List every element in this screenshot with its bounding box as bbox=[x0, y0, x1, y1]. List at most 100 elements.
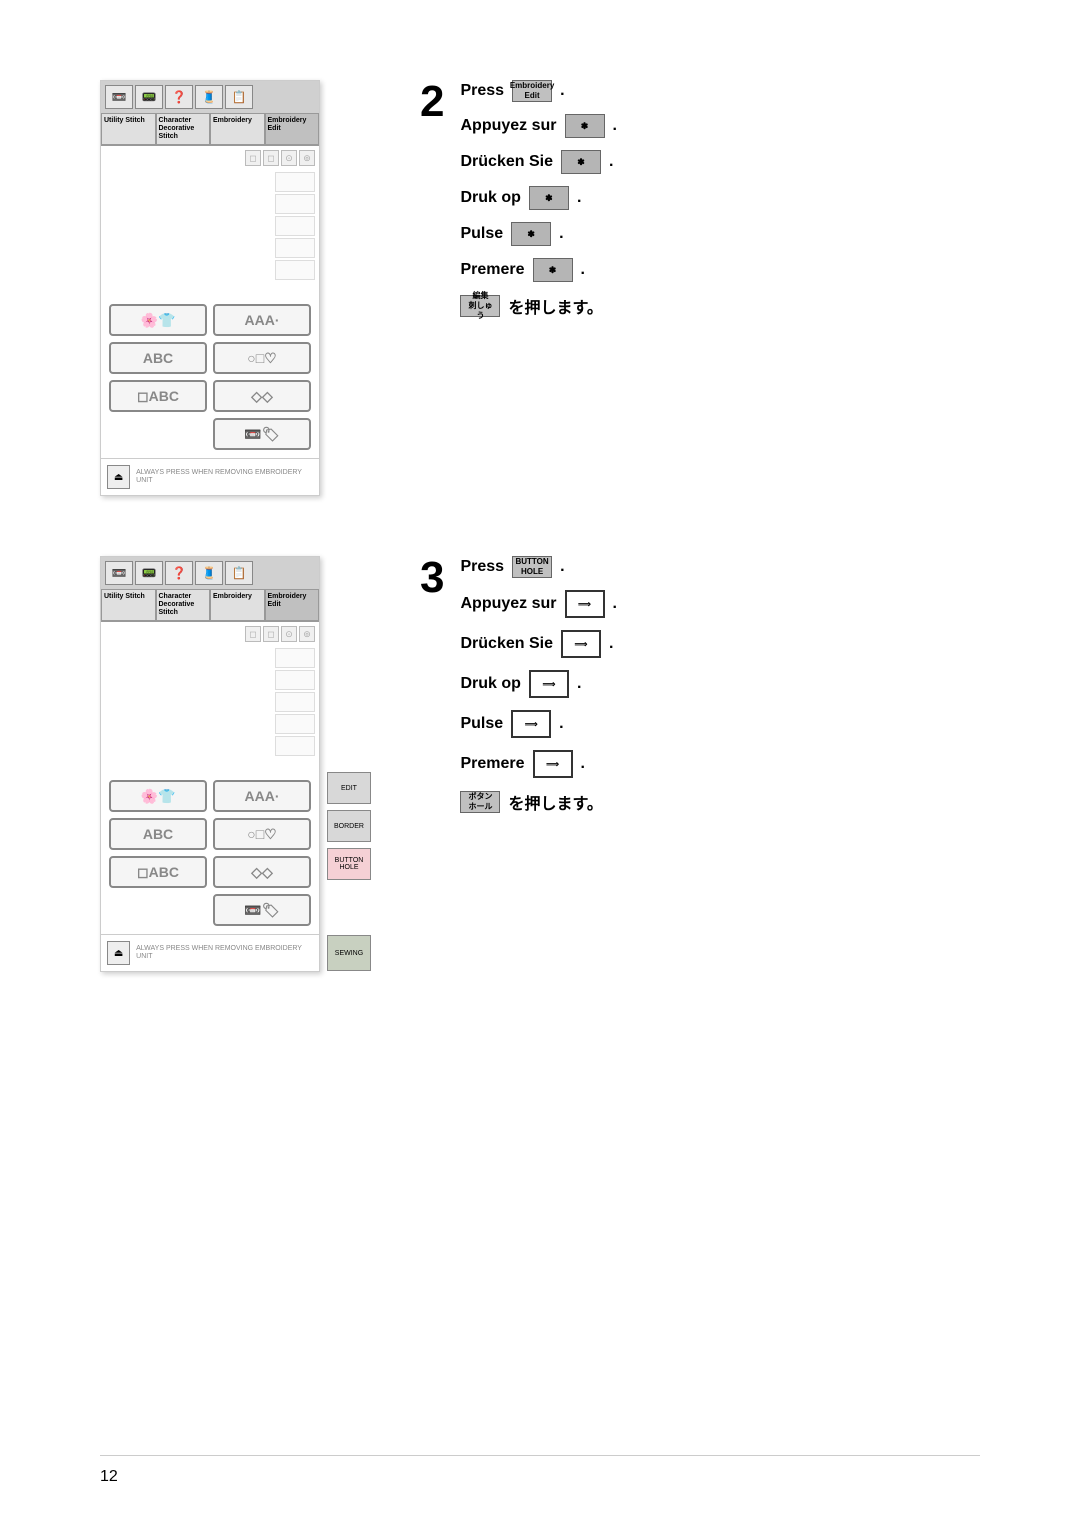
period: . bbox=[560, 82, 564, 100]
side-btn-border[interactable]: BORDER bbox=[327, 810, 371, 842]
instruction-text: Pulse bbox=[460, 715, 503, 733]
grid-btn-diamond[interactable]: ◇◇ bbox=[213, 856, 311, 888]
grid-btn-diamond[interactable]: ◇◇ bbox=[213, 380, 311, 412]
instruction-line: Premere⟹. bbox=[460, 750, 616, 778]
instruction-button-icon: BUTTON HOLE bbox=[512, 556, 552, 578]
instruction-button-icon: ⟹ bbox=[511, 710, 551, 738]
tab-character[interactable]: Character Decorative Stitch bbox=[156, 113, 211, 145]
step-number: 2 bbox=[420, 80, 444, 124]
section-step3: 📼 📟 ❓ 🧵 📋 Utility Stitch Character Decor… bbox=[100, 556, 980, 972]
period: . bbox=[559, 715, 563, 733]
screenshot-panel-1: 📼 📟 ❓ 🧵 📋 Utility Stitch Character Decor… bbox=[100, 80, 320, 496]
instruction-button-icon: ボタン ホール bbox=[460, 791, 500, 813]
instruction-line: 編集 刺しゅうを押します。 bbox=[460, 294, 616, 318]
header-icon: 📟 bbox=[135, 85, 163, 109]
grid-btn-shapes[interactable]: ○□♡ bbox=[213, 342, 311, 374]
tab-character[interactable]: Character Decorative Stitch bbox=[156, 589, 211, 621]
strip bbox=[275, 736, 315, 756]
period: . bbox=[613, 595, 617, 613]
instruction-button-icon: ✽ bbox=[561, 150, 601, 174]
preview-area: ◻ ◻ ⊙ ⊚ bbox=[101, 146, 319, 296]
step-row: 3 PressBUTTON HOLE.Appuyez sur⟹.Drücken … bbox=[420, 556, 980, 814]
preview-strips bbox=[275, 172, 315, 282]
grid-btn-frame[interactable]: ◻ABC bbox=[109, 856, 207, 888]
side-btn-buttonhole[interactable]: BUTTON HOLE bbox=[327, 848, 371, 880]
instruction-line: ボタン ホールを押します。 bbox=[460, 790, 616, 814]
header-icon: 🧵 bbox=[195, 85, 223, 109]
period: . bbox=[577, 675, 581, 693]
tab-embroidery-edit[interactable]: Embroidery Edit bbox=[265, 589, 320, 621]
preview-area: ◻ ◻ ⊙ ⊚ bbox=[101, 622, 319, 772]
instructions-step3: 3 PressBUTTON HOLE.Appuyez sur⟹.Drücken … bbox=[420, 556, 980, 972]
preview-icon: ⊚ bbox=[299, 150, 315, 166]
sewing-button[interactable]: SEWING bbox=[327, 935, 371, 971]
instruction-text: Premere bbox=[460, 755, 524, 773]
instruction-text: Premere bbox=[460, 261, 524, 279]
instruction-button-icon: ⟹ bbox=[561, 630, 601, 658]
side-btn-edit[interactable]: EDIT bbox=[327, 772, 371, 804]
screenshot-header: 📼 📟 ❓ 🧵 📋 bbox=[101, 557, 319, 589]
strip bbox=[275, 194, 315, 214]
instruction-list: PressEmbroidery Edit.Appuyez sur✽.Drücke… bbox=[460, 80, 616, 318]
tab-embroidery[interactable]: Embroidery bbox=[210, 589, 265, 621]
grid-btn-shapes[interactable]: ○□♡ bbox=[213, 818, 311, 850]
instruction-line: Drücken Sie⟹. bbox=[460, 630, 616, 658]
footer-bar: ⏏ ALWAYS PRESS WHEN REMOVING EMBROIDERY … bbox=[101, 458, 319, 495]
strip bbox=[275, 172, 315, 192]
eject-icon[interactable]: ⏏ bbox=[107, 941, 130, 965]
button-grid: 🌸👕 AAA· ABC ○□♡ ◻ABC ◇◇ 📼🏷 bbox=[101, 772, 319, 934]
strip bbox=[275, 216, 315, 236]
instruction-text: Appuyez sur bbox=[460, 595, 556, 613]
grid-btn-abc[interactable]: ABC bbox=[109, 342, 207, 374]
preview-icon: ⊙ bbox=[281, 626, 297, 642]
instruction-line: Appuyez sur⟹. bbox=[460, 590, 616, 618]
instruction-line: PressEmbroidery Edit. bbox=[460, 80, 616, 102]
instruction-button-icon: ✽ bbox=[529, 186, 569, 210]
grid-wrapper: 🌸👕 AAA· ABC ○□♡ ◻ABC ◇◇ 📼🏷 EDIT BORDER B… bbox=[101, 772, 319, 934]
eject-icon[interactable]: ⏏ bbox=[107, 465, 130, 489]
preview-icon: ◻ bbox=[245, 626, 261, 642]
strip bbox=[275, 670, 315, 690]
instruction-text: Druk op bbox=[460, 675, 520, 693]
instruction-suffix: を押します。 bbox=[508, 294, 602, 318]
preview-icon: ◻ bbox=[263, 150, 279, 166]
instruction-text: Druk op bbox=[460, 189, 520, 207]
instruction-line: Pulse✽. bbox=[460, 222, 616, 246]
grid-btn-abc[interactable]: ABC bbox=[109, 818, 207, 850]
instruction-button-icon: ⟹ bbox=[529, 670, 569, 698]
grid-btn-aaa[interactable]: AAA· bbox=[213, 780, 311, 812]
screenshot-header: 📼 📟 ❓ 🧵 📋 bbox=[101, 81, 319, 113]
period: . bbox=[560, 558, 564, 576]
grid-btn-card[interactable]: 📼🏷 bbox=[213, 418, 311, 450]
page-container: 📼 📟 ❓ 🧵 📋 Utility Stitch Character Decor… bbox=[0, 0, 1080, 1072]
instruction-text: Appuyez sur bbox=[460, 117, 556, 135]
grid-btn-flower[interactable]: 🌸👕 bbox=[109, 304, 207, 336]
grid-btn-flower[interactable]: 🌸👕 bbox=[109, 780, 207, 812]
instruction-line: Premere✽. bbox=[460, 258, 616, 282]
tab-row: Utility Stitch Character Decorative Stit… bbox=[101, 113, 319, 146]
instruction-text: Drücken Sie bbox=[460, 153, 552, 171]
tab-embroidery-edit[interactable]: Embroidery Edit bbox=[265, 113, 320, 145]
tab-embroidery[interactable]: Embroidery bbox=[210, 113, 265, 145]
section-step2: 📼 📟 ❓ 🧵 📋 Utility Stitch Character Decor… bbox=[100, 80, 980, 496]
grid-btn-aaa[interactable]: AAA· bbox=[213, 304, 311, 336]
instruction-list: PressBUTTON HOLE.Appuyez sur⟹.Drücken Si… bbox=[460, 556, 616, 814]
instruction-line: Druk op ⟹. bbox=[460, 670, 616, 698]
strip bbox=[275, 238, 315, 258]
instruction-line: Appuyez sur✽. bbox=[460, 114, 616, 138]
strip bbox=[275, 692, 315, 712]
header-icon: 📼 bbox=[105, 561, 133, 585]
instruction-button-icon: ✽ bbox=[511, 222, 551, 246]
preview-icon-row: ◻ ◻ ⊙ ⊚ bbox=[245, 626, 315, 642]
tab-utility[interactable]: Utility Stitch bbox=[101, 113, 156, 145]
header-icon: 📼 bbox=[105, 85, 133, 109]
screenshot-panel-2: 📼 📟 ❓ 🧵 📋 Utility Stitch Character Decor… bbox=[100, 556, 320, 972]
preview-strips bbox=[275, 648, 315, 758]
instruction-text: Drücken Sie bbox=[460, 635, 552, 653]
grid-btn-card[interactable]: 📼🏷 bbox=[213, 894, 311, 926]
step-number: 3 bbox=[420, 556, 444, 600]
tab-utility[interactable]: Utility Stitch bbox=[101, 589, 156, 621]
instruction-button-icon: Embroidery Edit bbox=[512, 80, 552, 102]
instruction-button-icon: ⟹ bbox=[533, 750, 573, 778]
grid-btn-frame[interactable]: ◻ABC bbox=[109, 380, 207, 412]
